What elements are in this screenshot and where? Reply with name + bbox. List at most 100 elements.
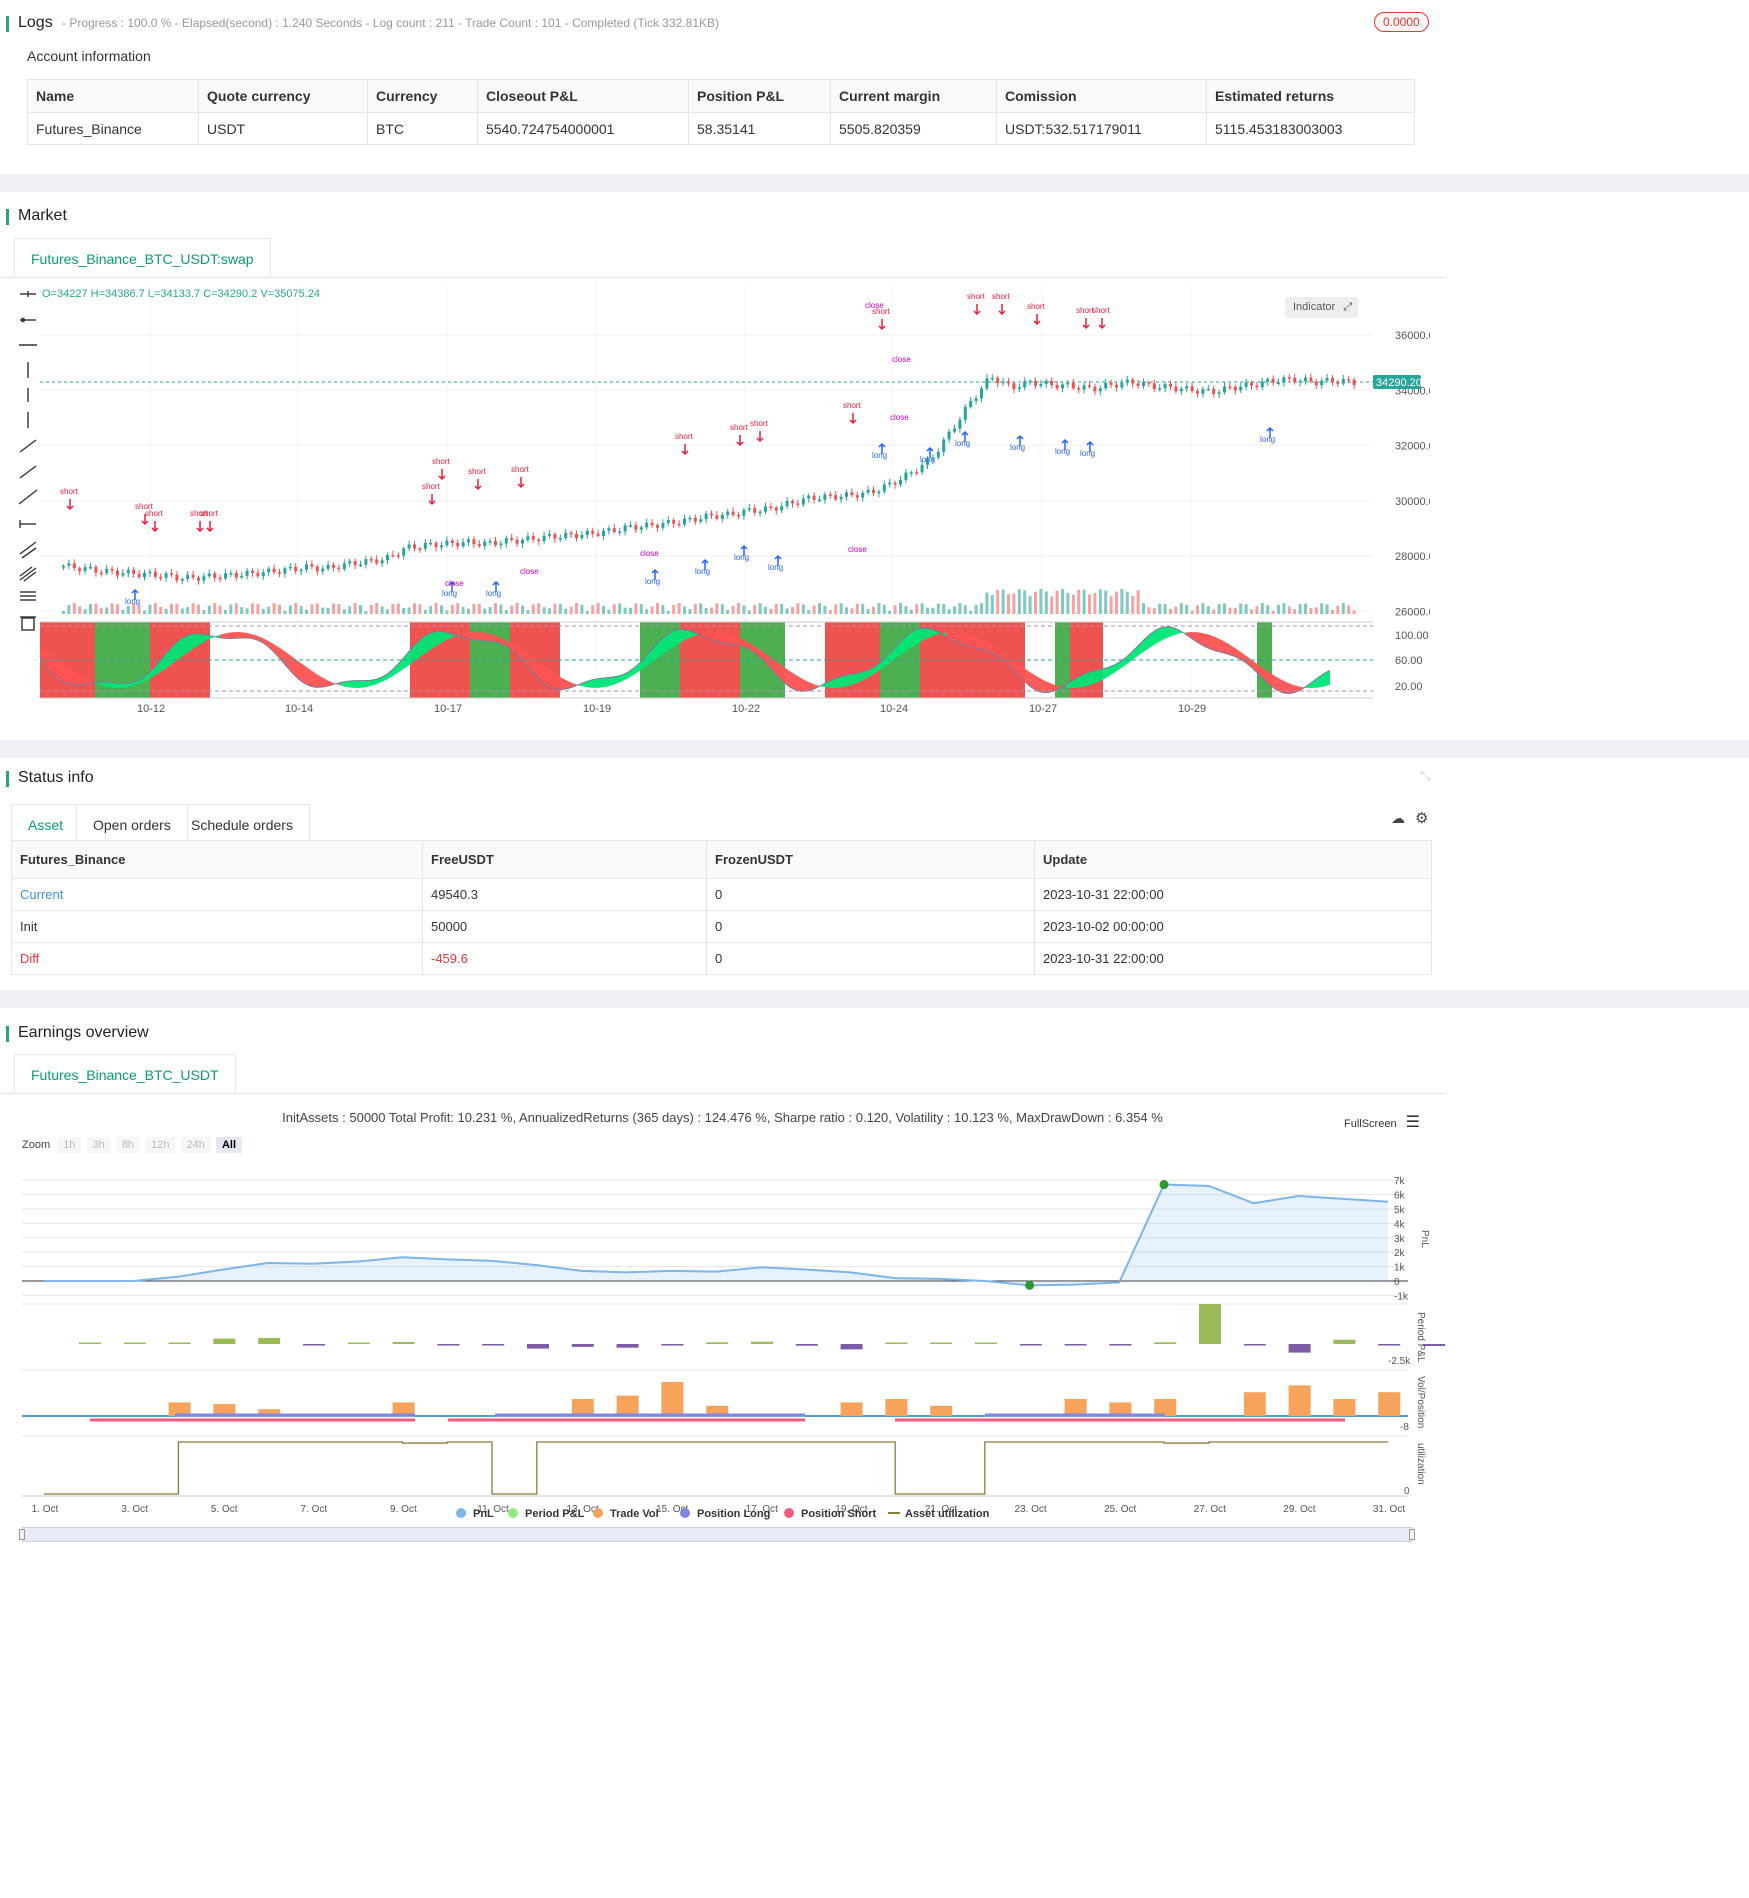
indicator-button[interactable]: Indicator ⤢ — [1285, 297, 1358, 318]
short-signal-label: short — [675, 432, 694, 441]
candle-body — [1098, 388, 1102, 392]
oscillator-fill — [664, 632, 670, 654]
long-arrow-icon — [1086, 440, 1094, 452]
tab-market-symbol[interactable]: Futures_Binance_BTC_USDT:swap — [14, 238, 271, 278]
volume-bar — [1325, 604, 1329, 614]
volume-bar — [105, 607, 109, 614]
oscillator-fill — [550, 670, 556, 690]
oscillator-line — [40, 626, 1331, 695]
candle-body — [1320, 380, 1324, 386]
volume-bar — [1163, 603, 1167, 614]
zoom-24h[interactable]: 24h — [180, 1137, 211, 1153]
cell: 5115.453183003003 — [1206, 112, 1415, 145]
volume-bar — [931, 607, 935, 614]
candle-body — [688, 517, 692, 520]
short-signal-label: short — [60, 487, 79, 496]
candle-body — [305, 564, 308, 570]
trade-vol-bar — [930, 1405, 953, 1416]
zoom-all[interactable]: All — [215, 1137, 243, 1153]
tab-asset[interactable]: Asset — [11, 804, 77, 844]
fib-retracement-icon[interactable] — [20, 591, 36, 601]
short-arrow-icon — [1033, 314, 1041, 326]
candle-body — [321, 568, 325, 572]
oscillator-fill — [364, 680, 370, 688]
candle-body — [758, 511, 762, 514]
zoom-8h[interactable]: 8h — [115, 1137, 141, 1153]
nav-handle-right[interactable] — [1409, 1529, 1415, 1540]
candle-body — [386, 554, 389, 561]
candle-body — [1277, 382, 1280, 385]
legend-label: Asset utilization — [905, 1508, 990, 1520]
volume-bar — [845, 607, 848, 614]
gear-icon[interactable]: ⚙ — [1415, 810, 1429, 827]
zoom-12h[interactable]: 12h — [145, 1137, 176, 1153]
date-tick-label: 10-17 — [434, 703, 462, 715]
cell: 2023-10-31 22:00:00 — [1034, 942, 1432, 975]
horizontal-line-icon[interactable] — [20, 291, 36, 297]
candle-body — [828, 494, 832, 496]
col-name: Name — [27, 79, 199, 113]
short-arrow-icon — [474, 479, 482, 491]
oscillator-fill — [1048, 682, 1054, 693]
date-tick-label: 10-19 — [583, 703, 611, 715]
zoom-1h[interactable]: 1h — [57, 1137, 82, 1153]
cell: 0 — [706, 942, 1035, 975]
candle-body — [197, 577, 200, 581]
cloud-download-icon[interactable]: ☁ — [1391, 810, 1405, 826]
expand-icon[interactable]: ⤢ — [1343, 301, 1352, 313]
oscillator-fill — [220, 633, 226, 639]
candle-body — [1120, 382, 1124, 388]
candle-body — [429, 542, 433, 545]
indicator-label: Indicator — [1293, 301, 1336, 313]
volume-bar — [1147, 607, 1151, 614]
oscillator-fill — [178, 637, 184, 660]
zoom-3h[interactable]: 3h — [86, 1137, 111, 1153]
fullscreen-button[interactable]: FullScreen ☰ — [1344, 1112, 1420, 1132]
volume-bar — [440, 605, 443, 614]
collapse-icon[interactable]: ⤡ — [1420, 768, 1431, 783]
candle-body — [818, 499, 821, 502]
volume-bar — [612, 604, 616, 614]
candle-body — [326, 564, 330, 569]
trash-icon[interactable] — [20, 616, 36, 631]
candle-body — [1309, 377, 1313, 382]
volume-bar — [1109, 596, 1113, 614]
date-tick-label: 31. Oct — [1373, 1504, 1405, 1515]
earnings-chart[interactable]: 7k 6k 5k 4k 3k 2k 1k 0 -1k PnL -2.5k Period P&L -8 Vo… — [0, 1158, 1445, 1550]
short-signal-label: short — [1092, 306, 1111, 315]
pnl-axis-label: PnL — [1419, 1230, 1430, 1248]
oscillator-fill — [310, 669, 316, 688]
pitchfork-icon[interactable] — [19, 566, 37, 582]
candle-body — [1034, 380, 1037, 386]
volume-bar — [429, 605, 433, 614]
oscillator-fill — [1168, 626, 1174, 638]
trend-line-icon[interactable] — [19, 439, 37, 453]
parallel-channel-icon[interactable] — [19, 541, 37, 559]
oscillator-fill — [262, 637, 268, 647]
extended-trend-icon[interactable] — [18, 489, 38, 505]
long-arrow-icon — [878, 442, 886, 454]
range-navigator[interactable] — [19, 1527, 1415, 1542]
short-arrow-icon — [438, 469, 446, 481]
tab-earnings-symbol[interactable]: Futures_Binance_BTC_USDT — [14, 1054, 236, 1094]
measure-icon[interactable] — [19, 520, 36, 528]
market-chart[interactable]: 36000.0034000.0032000.0030000.0028000.00… — [40, 284, 1430, 734]
oscillator-fill — [922, 627, 928, 642]
tab-open-orders[interactable]: Open orders — [77, 804, 188, 844]
volume-bar — [1152, 608, 1156, 614]
trend-ray-icon[interactable] — [19, 465, 37, 479]
date-tick-label: 10-12 — [137, 703, 165, 715]
volume-bar — [899, 603, 902, 614]
volume-bar — [1239, 603, 1243, 614]
tab-schedule-orders[interactable]: Schedule orders — [175, 804, 310, 844]
candle-body — [548, 534, 551, 536]
oscillator-fill — [1006, 654, 1012, 669]
candle-body — [278, 572, 281, 574]
menu-icon[interactable]: ☰ — [1405, 1114, 1420, 1131]
horizontal-ray-icon[interactable] — [20, 317, 36, 323]
date-tick-label: 27. Oct — [1194, 1504, 1226, 1515]
oscillator-fill — [700, 632, 706, 638]
candle-body — [1325, 378, 1329, 381]
volume-bar — [980, 603, 983, 614]
nav-handle-left[interactable] — [19, 1529, 25, 1540]
